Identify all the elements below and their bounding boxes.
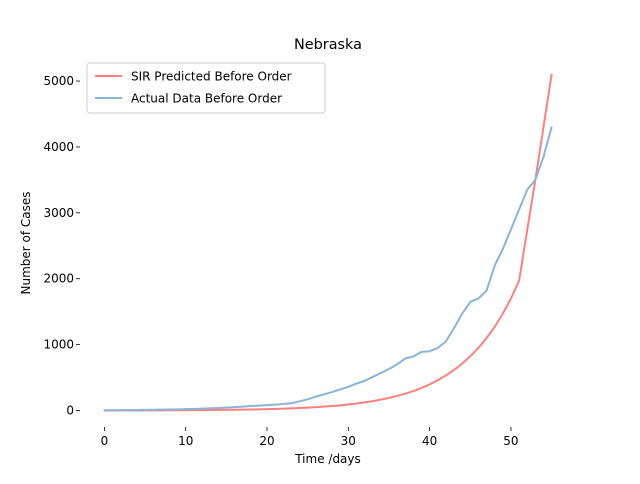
axes: 0 10 20 30 40 50 0 1000 2000 3000 4000 5000 [43, 74, 518, 448]
y-axis-label: Number of Cases [19, 191, 33, 294]
series-line-1 [103, 73, 553, 412]
series-line-2 [103, 126, 553, 412]
x-tick-label: 20 [259, 434, 274, 448]
x-tick-label: 40 [422, 434, 437, 448]
y-tick-label: 0 [66, 404, 74, 418]
y-tick-label: 2000 [43, 272, 74, 286]
y-tick-label: 3000 [43, 206, 74, 220]
x-tick-label: 50 [503, 434, 518, 448]
legend-label: Actual Data Before Order [131, 92, 282, 106]
legend-box [86, 62, 326, 114]
x-tick-label: 10 [178, 434, 193, 448]
x-axis-label: Time /days [294, 452, 361, 466]
y-tick-label: 1000 [43, 338, 74, 352]
x-tick-label: 0 [101, 434, 109, 448]
legend: SIR Predicted Before Order Actual Data Be… [86, 62, 326, 114]
y-tick-label: 4000 [43, 140, 74, 154]
chart-title: Nebraska [294, 37, 362, 53]
y-tick-label: 5000 [43, 74, 74, 88]
x-tick-label: 30 [341, 434, 356, 448]
legend-label: SIR Predicted Before Order [131, 70, 292, 84]
series-layer [103, 73, 553, 412]
